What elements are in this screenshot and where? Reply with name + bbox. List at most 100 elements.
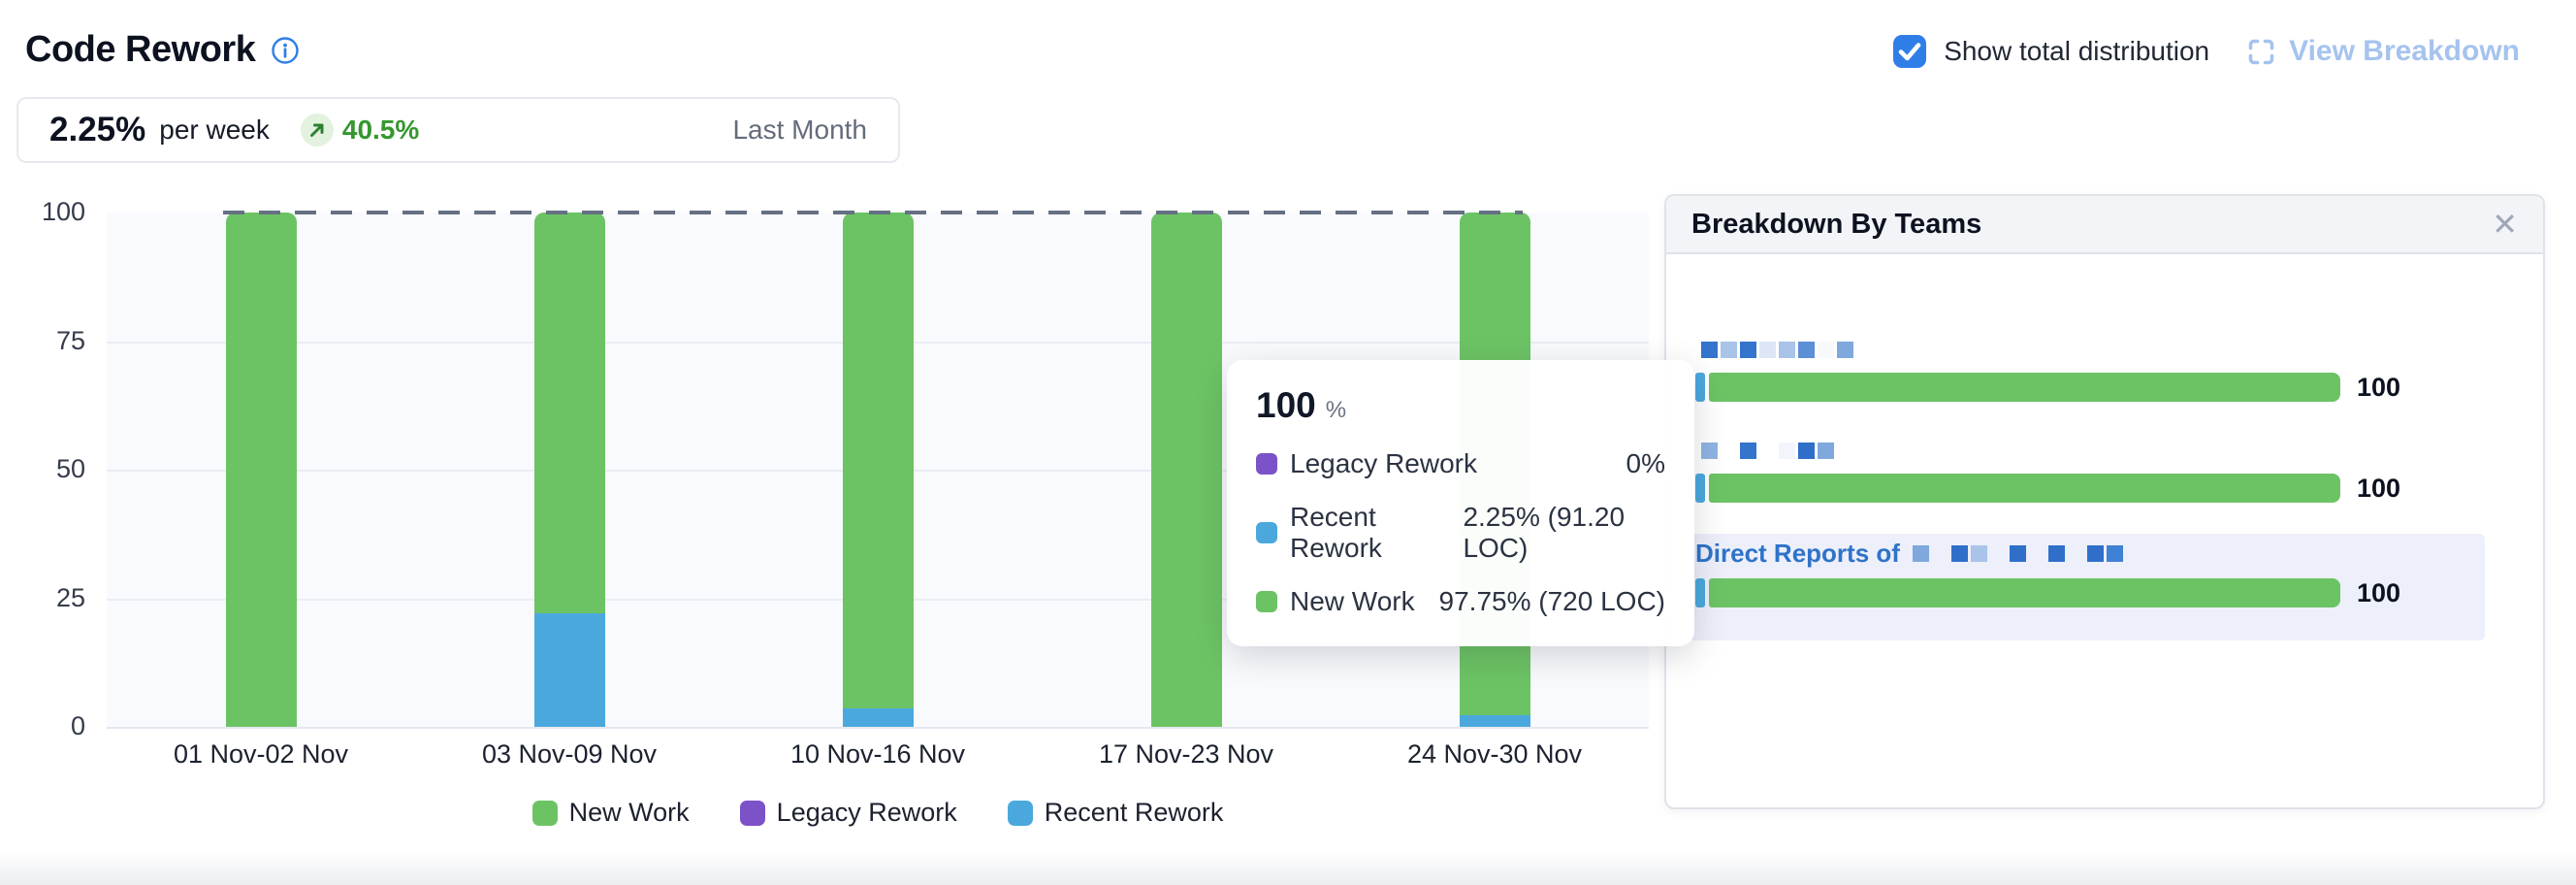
redacted-team-name (1912, 545, 1929, 562)
tooltip-row: Recent Rework 2.25% (91.20 LOC) (1256, 502, 1665, 564)
bar-segment-new-work (533, 213, 605, 614)
legend-item[interactable]: Legacy Rework (739, 798, 957, 828)
redacted-team-name (1950, 545, 1968, 562)
legend-swatch (531, 800, 558, 826)
chart-bar[interactable] (225, 213, 297, 727)
tooltip-series-label: New Work (1290, 586, 1415, 616)
team-bar (1695, 474, 2340, 503)
chart-bar[interactable] (842, 213, 914, 727)
trend-up-arrow-icon (300, 114, 334, 147)
tooltip-row: New Work 97.75% (720 LOC) (1256, 586, 1665, 617)
tooltip-total-unit: % (1325, 397, 1347, 423)
tooltip-total: 100 % (1256, 385, 1665, 426)
chart-bar[interactable] (533, 213, 605, 727)
redacted-team-name (1779, 342, 1795, 358)
panel-header: Breakdown By Teams ✕ (1666, 196, 2543, 254)
team-bar-value: 100 (2357, 373, 2401, 402)
y-axis-label: 75 (55, 325, 85, 355)
redacted-team-name (1701, 442, 1718, 459)
redacted-team-name (2086, 545, 2104, 562)
tooltip-series-swatch (1256, 591, 1277, 612)
redacted-team-name (1990, 545, 2007, 562)
legend-label: New Work (568, 798, 690, 827)
stat-unit: per week (159, 115, 270, 145)
tooltip-series-value: 0% (1626, 448, 1665, 478)
header-controls: Show total distribution View Breakdown (1893, 35, 2520, 68)
chart-bar[interactable] (1150, 213, 1222, 727)
chart-tooltip: 100 % Legacy Rework 0% Recent Rework 2.25% … (1227, 360, 1694, 646)
show-total-distribution-toggle[interactable]: Show total distribution (1893, 35, 2209, 68)
redacted-team-name (1740, 342, 1756, 358)
legend-label: Legacy Rework (776, 798, 957, 827)
redacted-team-name (1837, 342, 1853, 358)
y-axis-label: 25 (55, 582, 85, 612)
tooltip-total-value: 100 (1256, 385, 1316, 425)
x-axis-label: 10 Nov-16 Nov (789, 739, 966, 769)
redacted-team-name (1932, 545, 1948, 562)
bar-segment-recent-rework (533, 613, 605, 727)
redacted-team-name (1818, 442, 1834, 459)
panel-body: 100 100 Direct Reports of 100 (1666, 254, 2543, 807)
team-bar-recent-rework (1695, 373, 1705, 402)
breakdown-by-teams-panel: Breakdown By Teams ✕ 100 100 Direct Report… (1664, 194, 2545, 809)
legend-swatch (1007, 800, 1033, 826)
stat-card: 2.25% per week 40.5% Last Month (16, 97, 900, 163)
team-label: Direct Reports of (1695, 541, 2123, 566)
team-bar (1695, 373, 2340, 402)
x-axis-label: 01 Nov-02 Nov (173, 739, 349, 769)
redacted-team-name (2009, 545, 2026, 562)
redacted-team-name (1779, 442, 1795, 459)
view-breakdown-button[interactable]: View Breakdown (2246, 35, 2520, 68)
redacted-team-name (1759, 342, 1776, 358)
x-axis-label: 03 Nov-09 Nov (481, 739, 658, 769)
team-bar-new-work (1709, 474, 2340, 503)
legend-label: Recent Rework (1044, 798, 1224, 827)
redacted-team-name (1721, 342, 1737, 358)
redacted-team-name (1701, 342, 1718, 358)
team-bar-value: 100 (2357, 578, 2401, 607)
stat-period: Last Month (732, 115, 867, 145)
header: Code Rework (25, 29, 300, 71)
stat-value: 2.25% (49, 111, 146, 148)
team-label (1701, 442, 1834, 459)
x-axis-label: 24 Nov-30 Nov (1406, 739, 1583, 769)
info-icon[interactable] (271, 36, 300, 65)
legend-item[interactable]: Recent Rework (1007, 798, 1224, 828)
redacted-team-name (2106, 545, 2123, 562)
bar-segment-new-work (225, 213, 297, 727)
team-bar-value: 100 (2357, 474, 2401, 503)
y-axis-label: 0 (70, 711, 85, 740)
trend-badge: 40.5% (300, 114, 419, 147)
y-axis-label: 100 (41, 197, 85, 226)
tooltip-series-label: Recent Rework (1290, 502, 1382, 563)
legend-item[interactable]: New Work (531, 798, 690, 828)
redacted-team-name (1818, 342, 1834, 358)
goal-dashed-line (223, 211, 1523, 214)
team-bar-new-work (1709, 578, 2340, 607)
redacted-team-name (1740, 442, 1756, 459)
bottom-fade (0, 852, 2576, 885)
legend-swatch (739, 800, 765, 826)
bar-segment-recent-rework (1459, 715, 1530, 727)
redacted-team-name (2029, 545, 2045, 562)
close-icon[interactable]: ✕ (2492, 207, 2518, 242)
redacted-team-name (1721, 442, 1737, 459)
bar-segment-new-work (1150, 213, 1222, 727)
y-axis-label: 50 (55, 454, 85, 483)
page-title: Code Rework (25, 29, 256, 70)
view-breakdown-label: View Breakdown (2289, 35, 2520, 67)
tooltip-series-label: Legacy Rework (1290, 448, 1477, 478)
checkbox-checked-icon[interactable] (1893, 35, 1927, 68)
team-label (1701, 342, 1853, 358)
expand-icon (2248, 39, 2274, 64)
redacted-team-name (2047, 545, 2065, 562)
redacted-team-name (1759, 442, 1776, 459)
tooltip-series-value: 2.25% (91.20 LOC) (1463, 502, 1626, 563)
panel-title: Breakdown By Teams (1691, 208, 1982, 240)
team-bar (1695, 578, 2340, 607)
tooltip-series-value: 97.75% (720 LOC) (1438, 586, 1665, 616)
chart-legend: New Work Legacy Rework Recent Rework (107, 798, 1649, 828)
team-bar-new-work (1709, 373, 2340, 402)
bar-segment-new-work (842, 213, 914, 709)
